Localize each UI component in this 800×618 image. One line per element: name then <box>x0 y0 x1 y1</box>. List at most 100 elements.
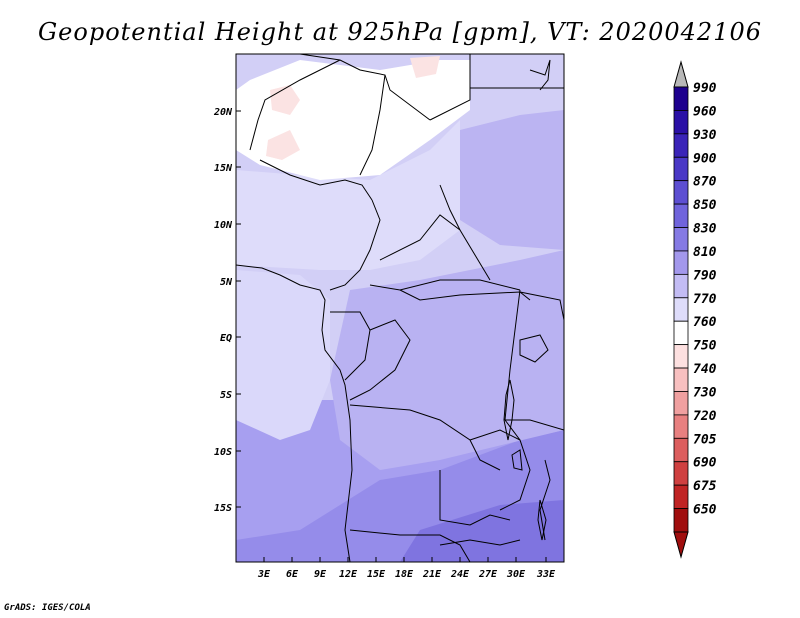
colorbar-swatch <box>673 250 689 275</box>
colorbar-label: 990 <box>693 81 717 96</box>
border-tanzania <box>505 419 564 431</box>
map-frame <box>235 53 565 563</box>
lon-label: 33E <box>536 569 556 580</box>
field-south-870 <box>400 500 564 562</box>
border-mali-niger <box>249 59 341 151</box>
field-northeast-810 <box>460 110 564 250</box>
colorbar-label: 790 <box>693 268 717 283</box>
colorbar-label: 830 <box>693 222 717 237</box>
chart-title: Geopotential Height at 925hPa [gpm], VT:… <box>38 18 762 46</box>
lat-label: 10S <box>214 447 232 458</box>
colorbar-swatch <box>673 273 689 299</box>
colorbar-label: 740 <box>693 362 717 377</box>
border-congo <box>349 319 411 401</box>
border-zambia <box>469 429 531 511</box>
grads-credit: GrADS: IGES/COLA <box>4 603 91 613</box>
colorbar-label: 870 <box>693 175 717 190</box>
lake-malawi <box>537 499 547 541</box>
border-niger-chad <box>359 74 386 176</box>
colorbar-label: 750 <box>693 339 717 354</box>
colorbar-label: 730 <box>693 385 717 400</box>
lake-victoria <box>519 334 549 363</box>
colorbar-label: 690 <box>693 456 717 471</box>
lon-label: 15E <box>367 569 386 580</box>
border-drc-north <box>399 289 531 301</box>
colorbar-swatch <box>673 437 689 463</box>
lon-label: 24E <box>450 569 470 580</box>
border-car-south <box>369 279 521 291</box>
border-uganda <box>519 291 564 321</box>
borders <box>236 54 564 562</box>
latitude-ticks: 20N 15N 10N 5N EQ 5S 10S 15S <box>213 107 241 514</box>
longitude-ticks: 3E 6E 9E 12E 15E 18E 21E 24E 27E 30E 33E <box>257 557 556 580</box>
colorbar-label: 770 <box>693 292 717 307</box>
border-car-north <box>379 214 461 261</box>
field-pink-750-b <box>266 130 300 160</box>
colorbar-label: 760 <box>693 315 717 330</box>
lon-label: 21E <box>422 569 442 580</box>
lat-label: 5N <box>220 277 233 288</box>
lon-label: 27E <box>478 569 498 580</box>
lon-label: 18E <box>395 569 414 580</box>
colorbar-swatch <box>673 203 689 228</box>
colorbar-swatch <box>673 180 689 205</box>
lat-label: 15S <box>214 503 232 514</box>
colorbar-label: 850 <box>693 198 717 213</box>
colorbar-top-arrow <box>673 60 689 88</box>
colorbar-label: 720 <box>693 409 717 424</box>
field-sahel-790 <box>236 120 460 270</box>
coastline-west <box>236 264 353 562</box>
colorbar-swatch <box>673 297 689 322</box>
colorbar-swatch <box>673 156 689 182</box>
colorbar-swatch <box>673 344 689 369</box>
border-angola-zambia <box>439 470 511 526</box>
lon-label: 3E <box>257 569 271 580</box>
border-botswana <box>439 539 521 546</box>
colorbar-label: 930 <box>693 128 717 143</box>
field-pink-750-c <box>410 56 440 78</box>
height-field <box>236 54 564 562</box>
colorbar-label: 960 <box>693 104 717 119</box>
lat-label: 5S <box>220 390 232 401</box>
colorbar-label: 650 <box>693 503 717 518</box>
colorbar-swatch <box>673 484 689 509</box>
border-chad-east <box>439 184 491 281</box>
colorbar-swatch <box>673 367 689 392</box>
colorbar-swatch <box>673 133 689 158</box>
colorbar-swatch <box>673 391 689 416</box>
lat-label: 15N <box>214 163 233 174</box>
border-malawi <box>539 459 551 541</box>
lon-label: 30E <box>506 569 526 580</box>
border-namibia <box>349 529 471 562</box>
border-nigeria-cameroon <box>329 199 381 291</box>
colorbar-bottom-arrow <box>673 531 689 559</box>
lat-label: EQ <box>220 333 232 344</box>
field-gulf-790 <box>236 270 330 440</box>
border-drc-angola <box>349 404 501 471</box>
lon-label: 9E <box>314 569 327 580</box>
colorbar-swatch <box>673 508 689 533</box>
lake-tanganyika <box>503 379 515 441</box>
border-niger-nigeria <box>259 159 373 201</box>
colorbar-swatch <box>673 414 689 439</box>
lon-label: 12E <box>339 569 358 580</box>
colorbar-swatch <box>673 320 689 346</box>
lon-label: 6E <box>286 569 299 580</box>
lat-label: 20N <box>213 107 233 118</box>
colorbar-label: 810 <box>693 245 717 260</box>
lat-label: 10N <box>214 220 233 231</box>
border-sudan-east <box>469 54 564 89</box>
coast-red-sea <box>529 59 551 91</box>
colorbar: 990 960 930 900 870 850 830 810 790 770 760 750 740 7… <box>673 60 717 559</box>
colorbar-label: 705 <box>693 432 717 447</box>
colorbar-swatch <box>673 227 689 252</box>
colorbar-swatch <box>673 461 689 486</box>
border-drc-east <box>504 289 521 441</box>
lake-mweru <box>511 449 523 471</box>
border-libya-niger <box>299 54 431 121</box>
colorbar-label: 675 <box>693 479 717 494</box>
colorbar-swatch <box>673 86 689 111</box>
colorbar-swatch <box>673 110 689 135</box>
colorbar-label: 900 <box>693 151 717 166</box>
